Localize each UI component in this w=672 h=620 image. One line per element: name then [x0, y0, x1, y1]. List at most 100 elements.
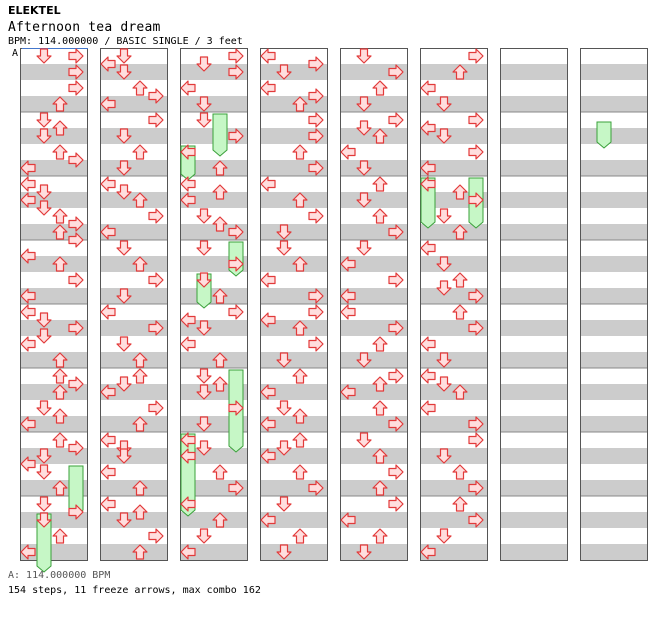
beat-stripe — [500, 448, 568, 464]
beat-stripe — [260, 224, 328, 240]
arrow-down-icon — [36, 128, 52, 144]
arrow-up-icon — [452, 272, 468, 288]
beat-stripe — [340, 160, 408, 176]
beat-stripe — [100, 128, 168, 144]
arrow-up-icon — [132, 480, 148, 496]
arrow-right-icon — [228, 400, 244, 416]
arrow-right-icon — [388, 272, 404, 288]
arrow-up-icon — [292, 96, 308, 112]
arrow-left-icon — [100, 56, 116, 72]
arrow-up-icon — [52, 224, 68, 240]
arrow-up-icon — [52, 384, 68, 400]
beat-stripe — [100, 64, 168, 80]
arrow-up-icon — [372, 376, 388, 392]
beat-stripe — [500, 160, 568, 176]
arrow-up-icon — [292, 320, 308, 336]
bpm-marker-label: A — [12, 48, 18, 59]
arrow-up-icon — [372, 528, 388, 544]
arrow-right-icon — [308, 480, 324, 496]
beat-stripe — [580, 96, 648, 112]
beat-stripe — [420, 128, 488, 144]
arrow-down-icon — [36, 328, 52, 344]
arrow-left-icon — [100, 384, 116, 400]
arrow-right-icon — [68, 152, 84, 168]
arrow-down-icon — [116, 376, 132, 392]
arrow-up-icon — [372, 128, 388, 144]
arrow-left-icon — [20, 176, 36, 192]
arrow-right-icon — [308, 112, 324, 128]
arrow-right-icon — [468, 112, 484, 128]
arrow-up-icon — [372, 80, 388, 96]
arrow-left-icon — [100, 496, 116, 512]
arrow-down-icon — [196, 56, 212, 72]
arrow-right-icon — [308, 128, 324, 144]
arrow-right-icon — [68, 48, 84, 64]
arrow-left-icon — [260, 384, 276, 400]
arrow-down-icon — [356, 544, 372, 560]
arrow-right-icon — [388, 320, 404, 336]
arrow-right-icon — [468, 480, 484, 496]
arrow-left-icon — [20, 336, 36, 352]
arrow-up-icon — [52, 96, 68, 112]
arrow-down-icon — [276, 496, 292, 512]
arrow-down-icon — [196, 368, 212, 384]
arrow-left-icon — [420, 176, 436, 192]
arrow-up-icon — [452, 224, 468, 240]
arrow-left-icon — [180, 496, 196, 512]
arrow-right-icon — [308, 304, 324, 320]
arrow-left-icon — [340, 288, 356, 304]
arrow-down-icon — [116, 448, 132, 464]
arrow-down-icon — [356, 96, 372, 112]
arrow-right-icon — [68, 376, 84, 392]
arrow-down-icon — [196, 416, 212, 432]
arrow-down-icon — [356, 160, 372, 176]
arrow-left-icon — [180, 80, 196, 96]
beat-stripe — [340, 544, 408, 560]
beat-stripe — [420, 352, 488, 368]
arrow-left-icon — [180, 544, 196, 560]
arrow-up-icon — [372, 400, 388, 416]
arrow-down-icon — [116, 336, 132, 352]
arrow-down-icon — [116, 288, 132, 304]
arrow-down-icon — [36, 312, 52, 328]
arrow-up-icon — [52, 480, 68, 496]
arrow-left-icon — [260, 80, 276, 96]
arrow-right-icon — [468, 144, 484, 160]
arrow-up-icon — [292, 464, 308, 480]
beat-stripe — [580, 352, 648, 368]
arrow-down-icon — [276, 240, 292, 256]
arrow-down-icon — [36, 512, 52, 528]
beat-stripe — [580, 480, 648, 496]
arrow-down-icon — [36, 112, 52, 128]
arrow-right-icon — [308, 160, 324, 176]
arrow-right-icon — [468, 320, 484, 336]
arrow-left-icon — [180, 312, 196, 328]
arrow-left-icon — [340, 304, 356, 320]
arrow-up-icon — [132, 144, 148, 160]
beat-stripe — [500, 544, 568, 560]
arrow-left-icon — [100, 464, 116, 480]
arrow-left-icon — [100, 304, 116, 320]
arrow-right-icon — [228, 128, 244, 144]
arrow-left-icon — [20, 288, 36, 304]
beat-stripe — [100, 384, 168, 400]
arrow-right-icon — [68, 80, 84, 96]
arrow-up-icon — [452, 496, 468, 512]
arrow-up-icon — [132, 504, 148, 520]
arrow-down-icon — [116, 184, 132, 200]
arrow-down-icon — [436, 208, 452, 224]
arrow-down-icon — [36, 496, 52, 512]
beat-stripe — [340, 288, 408, 304]
arrow-right-icon — [68, 440, 84, 456]
arrow-up-icon — [372, 208, 388, 224]
arrow-down-icon — [356, 352, 372, 368]
beat-stripe — [500, 64, 568, 80]
beat-stripe — [580, 128, 648, 144]
arrow-right-icon — [388, 368, 404, 384]
arrow-up-icon — [452, 64, 468, 80]
beat-stripe — [420, 544, 488, 560]
beat-stripe — [580, 160, 648, 176]
beat-stripe — [340, 96, 408, 112]
beat-stripe — [580, 224, 648, 240]
